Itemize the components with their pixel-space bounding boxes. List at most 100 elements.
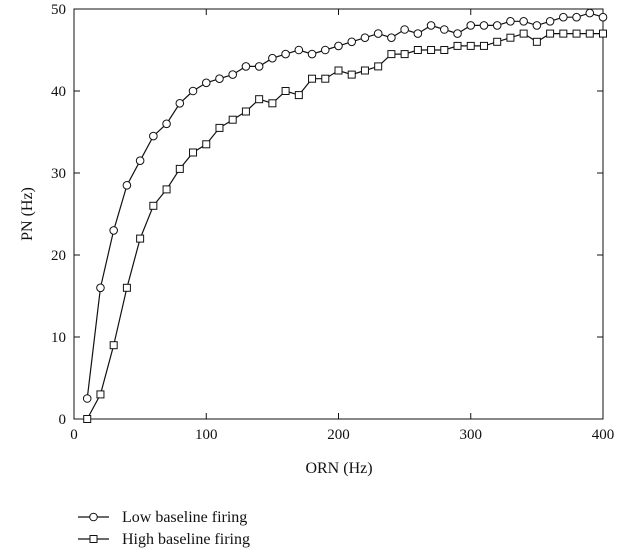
y-tick-label: 10 bbox=[51, 330, 66, 346]
data-point bbox=[135, 156, 145, 165]
data-point bbox=[189, 148, 198, 157]
x-tick-label: 300 bbox=[460, 427, 483, 443]
data-point bbox=[492, 21, 502, 30]
legend-item: High baseline firing bbox=[78, 531, 250, 548]
data-point bbox=[281, 49, 290, 59]
data-point bbox=[162, 185, 171, 194]
data-point bbox=[426, 21, 436, 30]
data-point bbox=[294, 91, 303, 100]
data-point bbox=[96, 283, 105, 293]
data-point bbox=[268, 53, 277, 63]
data-point bbox=[519, 29, 528, 38]
data-point bbox=[228, 70, 237, 79]
y-tick-label: 50 bbox=[51, 2, 66, 18]
plot-series bbox=[82, 8, 608, 423]
data-point bbox=[228, 115, 237, 124]
data-point bbox=[320, 45, 330, 55]
data-point bbox=[347, 70, 356, 79]
data-point bbox=[202, 140, 211, 149]
data-point bbox=[572, 29, 581, 38]
data-point bbox=[96, 390, 105, 399]
data-point bbox=[453, 41, 462, 50]
data-point bbox=[400, 50, 409, 59]
data-point bbox=[506, 17, 515, 26]
data-point bbox=[122, 283, 131, 292]
y-axis-title: PN (Hz) bbox=[19, 187, 36, 241]
legend-label: High baseline firing bbox=[122, 531, 250, 548]
legend-label: Low baseline firing bbox=[122, 509, 247, 526]
data-point bbox=[453, 29, 462, 38]
series-square bbox=[83, 29, 607, 423]
data-point bbox=[387, 50, 396, 59]
data-point bbox=[122, 181, 132, 190]
x-axis-title: ORN (Hz) bbox=[305, 460, 372, 477]
data-point bbox=[532, 37, 541, 46]
data-point bbox=[532, 21, 542, 30]
data-point bbox=[466, 41, 475, 50]
data-point bbox=[598, 12, 608, 22]
data-point bbox=[162, 119, 171, 129]
data-point bbox=[321, 74, 330, 83]
data-point bbox=[413, 29, 423, 38]
data-point bbox=[559, 29, 568, 38]
data-point bbox=[413, 46, 422, 54]
data-point bbox=[82, 394, 92, 403]
data-point bbox=[387, 33, 396, 43]
data-point bbox=[585, 8, 595, 18]
data-point bbox=[307, 49, 317, 59]
data-point bbox=[374, 62, 383, 71]
data-point bbox=[546, 29, 555, 38]
data-point bbox=[334, 41, 343, 51]
legend-marker bbox=[89, 535, 98, 543]
x-tick-label: 200 bbox=[327, 427, 350, 443]
data-point bbox=[188, 86, 198, 96]
data-point bbox=[254, 62, 264, 71]
data-point bbox=[268, 99, 277, 108]
data-point bbox=[493, 37, 502, 46]
y-tick-label: 0 bbox=[59, 412, 67, 428]
data-point bbox=[373, 29, 383, 38]
data-point bbox=[466, 21, 476, 30]
data-point bbox=[400, 25, 409, 34]
data-point bbox=[599, 29, 607, 38]
data-point bbox=[559, 12, 568, 22]
data-point bbox=[136, 234, 145, 243]
data-point bbox=[440, 46, 449, 54]
data-point bbox=[506, 33, 515, 42]
data-point bbox=[215, 123, 224, 132]
data-point bbox=[479, 21, 489, 30]
data-point bbox=[149, 131, 158, 141]
data-point bbox=[545, 17, 555, 26]
data-point bbox=[334, 66, 343, 75]
data-point bbox=[427, 46, 436, 54]
data-point bbox=[215, 74, 224, 83]
y-tick-label: 20 bbox=[51, 248, 66, 264]
data-point bbox=[149, 201, 158, 210]
data-point bbox=[241, 62, 251, 71]
series-circle bbox=[82, 8, 608, 403]
legend-item: Low baseline firing bbox=[78, 509, 247, 526]
data-point bbox=[360, 33, 370, 43]
data-point bbox=[175, 164, 184, 173]
legend: Low baseline firing High baseline firing bbox=[78, 509, 250, 548]
y-tick-label: 30 bbox=[51, 166, 66, 182]
series-line bbox=[86, 32, 603, 420]
data-point bbox=[175, 99, 185, 108]
data-point bbox=[201, 78, 211, 88]
series-line bbox=[86, 12, 604, 399]
data-point bbox=[347, 37, 357, 47]
data-point bbox=[294, 45, 304, 55]
legend-marker bbox=[89, 512, 98, 522]
y-tick-label: 40 bbox=[51, 84, 66, 100]
data-point bbox=[440, 25, 449, 34]
data-point bbox=[255, 95, 264, 104]
data-point bbox=[83, 415, 92, 423]
data-point bbox=[109, 341, 118, 350]
axes: 0 100 200 300 400 0 10 20 30 40 50 bbox=[51, 2, 614, 443]
data-point bbox=[241, 107, 250, 116]
data-point bbox=[109, 226, 118, 235]
x-tick-label: 400 bbox=[592, 427, 615, 443]
data-point bbox=[360, 66, 369, 75]
data-point bbox=[572, 12, 581, 22]
